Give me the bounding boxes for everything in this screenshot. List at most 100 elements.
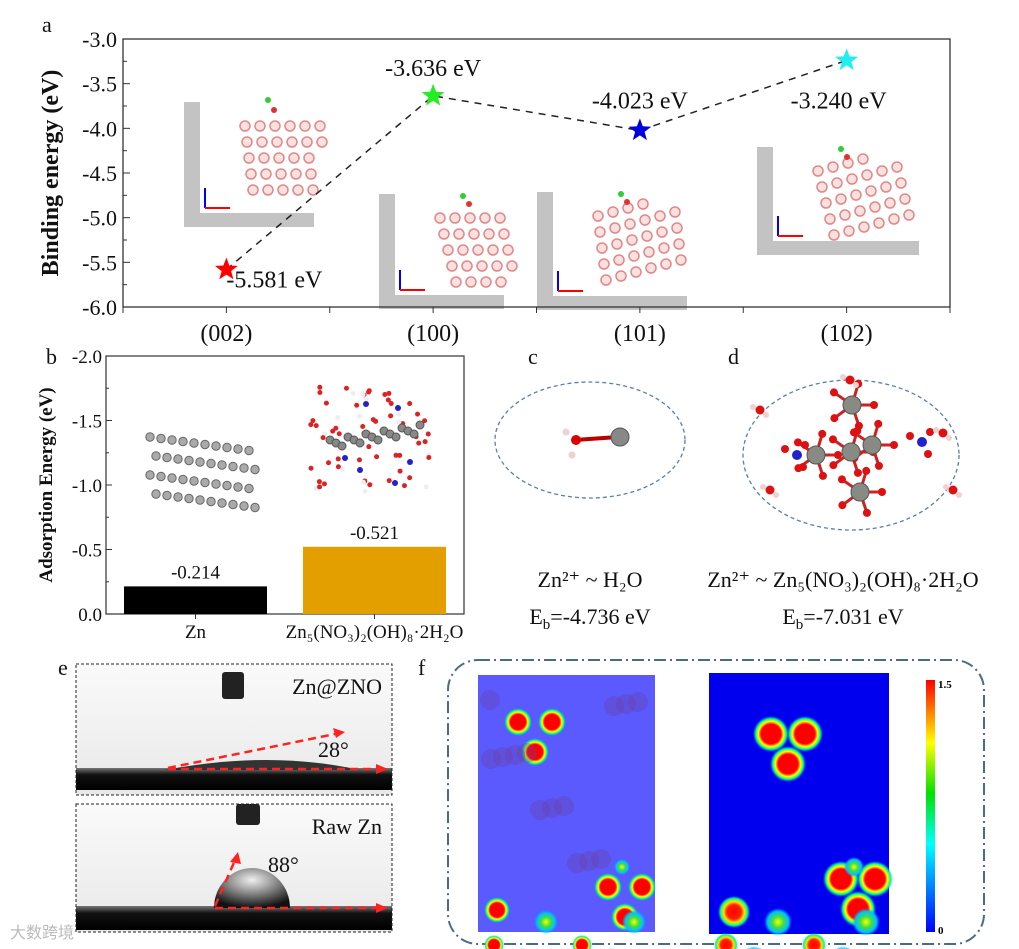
formula: Zn²⁺ ~ H₂O: [538, 567, 643, 592]
atom-shadow: [554, 796, 574, 816]
zn-atom: [850, 189, 862, 201]
zn-atom: [827, 161, 839, 173]
connecting-dashed-line: [225, 59, 847, 271]
atom: [362, 488, 368, 494]
zn-atom: [846, 173, 858, 185]
o-atom: [874, 461, 883, 470]
y-tick-label: -3.5: [82, 72, 117, 97]
data-point-star: [628, 118, 652, 141]
zn-atom: [861, 169, 873, 181]
charge-map-overlay-features: [480, 690, 656, 949]
zn-atom: [156, 471, 166, 482]
zn-atom: [250, 464, 260, 475]
atom: [335, 415, 341, 421]
o-atom: [818, 471, 827, 480]
zn-atom: [645, 262, 657, 274]
zn-atom: [184, 493, 194, 504]
zn-atom: [841, 442, 861, 462]
zn-atom: [228, 461, 238, 472]
zn-atom: [479, 212, 491, 224]
y-tick-label: -0.5: [72, 541, 102, 562]
zn-atom: [184, 455, 194, 466]
zn-atom: [641, 230, 653, 242]
surface-structure-inset: [379, 190, 520, 309]
atom-shadow: [480, 690, 500, 710]
zn-atom: [607, 206, 619, 218]
atom: [393, 452, 399, 458]
o-atom: [870, 401, 878, 409]
zn-atom: [337, 441, 347, 451]
panel-label-a: a: [42, 12, 52, 37]
zn-atom: [239, 463, 249, 473]
y-tick-label: -6.0: [82, 295, 117, 320]
zn-atom: [487, 244, 499, 256]
atom: [388, 413, 394, 419]
water-o-atom: [938, 428, 948, 438]
zn-atom: [669, 206, 681, 218]
atom: [425, 431, 431, 437]
zn-atom: [506, 260, 518, 272]
high-density-spot: [628, 873, 656, 901]
needle: [236, 804, 260, 825]
zn-atom: [660, 258, 672, 270]
zn-atom: [222, 442, 232, 453]
tangent-arrow: [167, 731, 341, 770]
atom: [343, 385, 349, 391]
y-tick-label: -1.0: [72, 476, 102, 497]
zn-atom: [288, 152, 300, 164]
bar-value-label: -0.214: [171, 562, 221, 583]
atom: [416, 440, 422, 446]
density-spot: [622, 910, 646, 934]
y-tick-label: -2.0: [72, 347, 102, 368]
atom: [382, 391, 388, 397]
surface-structure-inset: [537, 188, 703, 310]
y-tick-label: -1.5: [72, 412, 102, 433]
atom: [426, 454, 432, 460]
n-atom: [395, 405, 401, 411]
atom-shadow: [493, 747, 513, 767]
panel-e-contact-angle: Zn@ZNO 28° Raw Zn 88°: [75, 663, 393, 933]
density-spot: [745, 946, 763, 949]
zn-atom: [854, 205, 866, 217]
adsorbate-atom: [271, 107, 277, 113]
zn-atom: [217, 460, 227, 470]
high-density-spot: [770, 746, 806, 782]
zn-atom: [658, 242, 670, 254]
h-atom: [763, 412, 769, 418]
zn-atom: [189, 476, 199, 486]
high-density-spot: [787, 716, 823, 752]
zn-atom: [415, 420, 425, 430]
needle: [222, 672, 244, 699]
zn-atom: [888, 213, 900, 225]
n-atom: [392, 480, 398, 486]
high-density-spot: [538, 708, 566, 736]
contact-angle-image-top: Zn@ZNO 28°: [75, 663, 393, 796]
panel-b-chart: Adsorption Energy (eV) 0.0 -0.5 -1.0 -1.5 -2…: [36, 347, 465, 643]
zn-atom: [206, 496, 216, 507]
density-spot: [484, 935, 504, 949]
data-label: -5.581 eV: [226, 268, 323, 294]
atom: [395, 411, 401, 417]
o-atom: [862, 508, 871, 517]
atom: [360, 390, 366, 396]
density-spot: [802, 933, 826, 949]
atom: [326, 460, 332, 466]
zn-atom: [828, 229, 840, 241]
zn-atom: [195, 457, 205, 467]
n-atom: [792, 450, 802, 460]
sample-label: Zn@ZNO: [292, 674, 382, 699]
zn-atom: [200, 439, 210, 450]
atom-shadow: [517, 743, 537, 763]
water-o-atom: [755, 405, 765, 415]
zn-atom: [355, 438, 365, 448]
zn-atom: [820, 197, 832, 209]
zn-atom: [865, 185, 877, 197]
zn-atom: [873, 217, 885, 229]
zn-atom: [891, 161, 903, 173]
water-o-atom: [845, 375, 855, 385]
o-atom: [781, 445, 789, 453]
zn-atom: [673, 238, 685, 250]
zn-atom: [409, 429, 419, 439]
y-tick-label: -4.5: [82, 161, 117, 186]
x-tick-label: (002): [200, 321, 252, 347]
